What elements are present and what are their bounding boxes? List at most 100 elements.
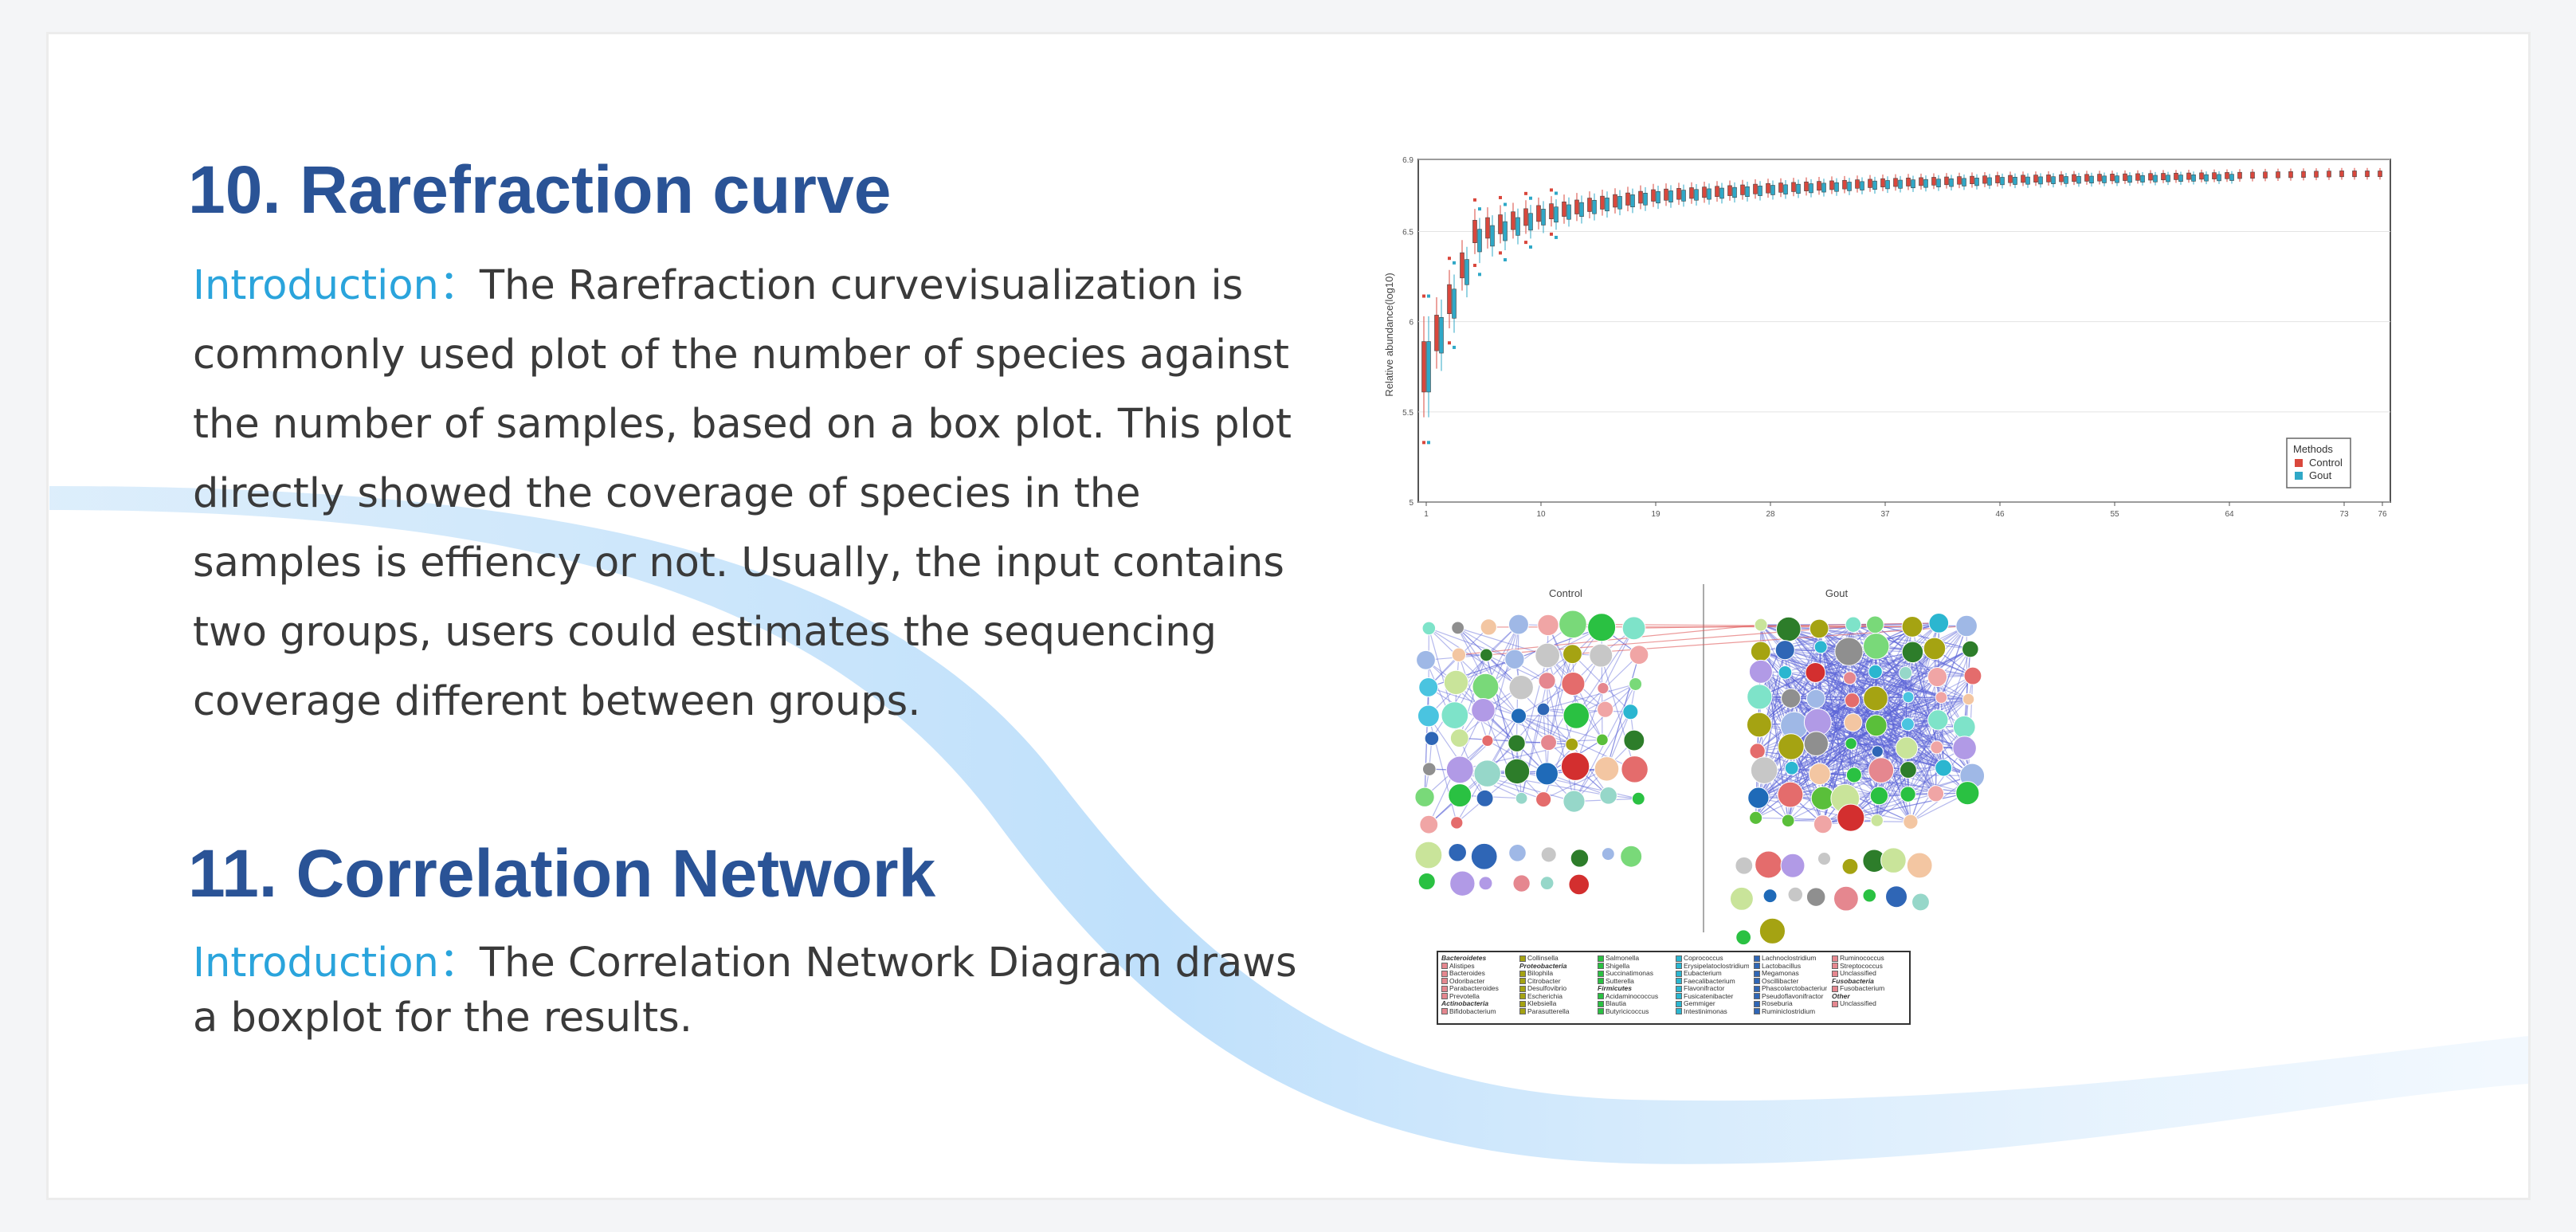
box-gout <box>1962 178 1966 186</box>
network-edge <box>1876 675 1974 726</box>
legend-item: Lachnoclostridium <box>1754 955 1827 963</box>
network-edge <box>1819 696 1909 775</box>
box-gout <box>2025 176 2030 185</box>
network-node <box>1471 697 1496 723</box>
box-control <box>1842 179 1847 190</box>
box-gout <box>1694 189 1699 201</box>
network-node <box>1597 682 1610 695</box>
y-axis-ticks: 5 5.5 6 6.5 6.9 <box>1402 156 1413 508</box>
network-node <box>1416 649 1436 670</box>
network-node <box>1515 791 1528 805</box>
network-edge <box>1879 792 1968 797</box>
outlier-point <box>1524 191 1527 195</box>
network-edge <box>1760 651 1852 744</box>
box-gout <box>1834 182 1839 192</box>
box-control <box>1740 184 1745 195</box>
box-gout <box>1847 182 1852 191</box>
network-edge <box>1760 650 1908 725</box>
box-control <box>2327 171 2331 178</box>
network-edge <box>1875 649 1971 700</box>
network-node <box>1774 640 1795 661</box>
network-edge <box>1816 649 1971 744</box>
legend-item: Megamonas <box>1754 969 1827 978</box>
network-edge <box>1485 654 1573 745</box>
network-edge <box>1852 651 1913 701</box>
correlation-network: Control Gout <box>1414 584 1984 946</box>
network-edge <box>1760 650 1850 679</box>
network-edge <box>1940 626 1967 698</box>
network-edge <box>1483 709 1572 745</box>
outlier-point <box>1453 345 1456 349</box>
box-control <box>2084 174 2089 182</box>
box-control <box>1727 185 1732 196</box>
legend-item: Pseudoflavonifractor <box>1754 992 1827 1001</box>
box-control <box>1676 188 1681 200</box>
network-edge <box>1849 677 1969 700</box>
legend-label: Faecalibacterium <box>1684 976 1735 985</box>
legend-swatch <box>1832 1000 1838 1007</box>
box-gout <box>1630 194 1635 208</box>
legend-swatch <box>1441 985 1448 992</box>
network-node <box>1594 756 1620 782</box>
network-edge <box>1963 649 1971 728</box>
x-tick-label: 73 <box>2339 510 2349 519</box>
legend-swatch <box>1519 970 1526 977</box>
legend-swatch <box>1676 1008 1682 1015</box>
legend-label: Acidaminococcus <box>1606 991 1659 1000</box>
network-node <box>1955 781 1980 806</box>
network-edge <box>1759 646 1821 725</box>
box-control <box>2352 171 2357 178</box>
legend-label: Odoribacter <box>1449 976 1485 985</box>
legend-label-control: Control <box>2309 457 2343 469</box>
box-control <box>2135 173 2140 181</box>
outlier-point <box>1427 441 1430 445</box>
network-node <box>1504 649 1525 669</box>
box-control <box>2365 171 2370 178</box>
network-node <box>1450 816 1464 830</box>
network-edge <box>1794 725 1846 799</box>
network-edge <box>1815 651 1913 673</box>
legend-swatch <box>1676 993 1682 1000</box>
network-edge <box>1815 651 1913 673</box>
box-gout <box>1821 182 1826 193</box>
legend-label: Fusobacterium <box>1840 984 1885 992</box>
network-node <box>1863 685 1888 712</box>
network-node <box>1559 610 1587 639</box>
legend-item: Intestinimonas <box>1676 1007 1749 1016</box>
network-edge <box>1816 649 1971 744</box>
box-control <box>2199 172 2204 180</box>
box-control <box>1893 178 1898 187</box>
outlier-point <box>1504 258 1507 262</box>
network-node <box>1841 857 1859 875</box>
network-edge <box>1759 651 1913 726</box>
network-node <box>1963 666 1982 685</box>
network-edge <box>1457 627 1548 657</box>
box-control <box>2059 174 2064 182</box>
legend-swatch <box>1598 1008 1604 1015</box>
network-edge <box>1910 649 1971 822</box>
network-edge <box>1853 774 1936 795</box>
box-control <box>2237 171 2242 179</box>
box-gout <box>1809 183 1813 194</box>
intro-line: a boxplot for the results. <box>193 995 692 1042</box>
network-node <box>1880 847 1907 873</box>
legend-swatch <box>1441 963 1448 970</box>
legend-label: Unclassified <box>1840 969 1876 977</box>
network-edge <box>1547 653 1574 743</box>
network-node <box>1869 786 1889 806</box>
network-node <box>1911 893 1930 912</box>
network-node <box>1805 661 1826 683</box>
network-node <box>1901 615 1923 638</box>
network-node <box>1735 856 1754 875</box>
legend-item: Ruminiclostridium <box>1754 1007 1827 1016</box>
network-edge <box>1819 726 1965 775</box>
legend-label: Erysipelatoclostridium <box>1684 961 1749 970</box>
y-tick-label: 6.9 <box>1402 156 1413 165</box>
rarefraction-intro: Introduction：The Rarefraction curvevisua… <box>193 251 1308 736</box>
outlier-point <box>1453 261 1456 265</box>
legend-label: Sutterella <box>1606 976 1634 985</box>
network-node <box>1622 704 1639 720</box>
network-edge <box>1543 626 1602 710</box>
legend-item: Faecalibacterium <box>1676 976 1749 986</box>
box-gout <box>2153 175 2158 182</box>
